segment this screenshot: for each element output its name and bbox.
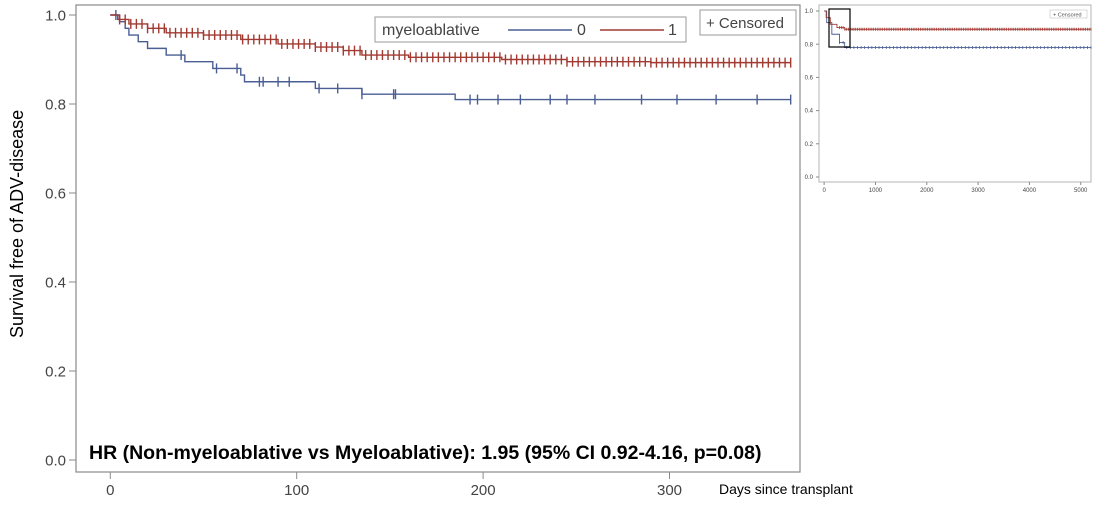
x-tick-label: 2000 xyxy=(920,188,934,194)
legend-title: myeloablative xyxy=(382,22,480,39)
y-tick-label: 1.0 xyxy=(805,9,814,15)
series-line-0 xyxy=(824,10,1091,48)
main-series-layer xyxy=(110,10,792,105)
hr-annotation: HR (Non-myeloablative vs Myeloablative):… xyxy=(89,442,761,464)
x-axis-label: Days since transplant xyxy=(719,481,853,497)
x-tick-label: 0 xyxy=(822,188,826,194)
y-tick-label: 0.2 xyxy=(45,363,66,380)
y-tick-label: 0.2 xyxy=(805,142,814,148)
inset-x-axis: 0 1000 2000 3000 4000 5000 xyxy=(822,182,1088,194)
x-tick-label: 200 xyxy=(471,482,496,499)
y-axis-label: Survival free of ADV-disease xyxy=(7,110,27,338)
y-tick-label: 0.8 xyxy=(45,96,66,113)
y-tick-label: 0.0 xyxy=(45,452,66,469)
inset-series-layer xyxy=(824,10,1092,50)
x-tick-label: 5000 xyxy=(1074,188,1088,194)
inset-plot: 0.0 0.2 0.4 0.6 0.8 1.0 0 1000 2000 3000 4000 5000… xyxy=(805,4,1092,194)
y-tick-label: 0.6 xyxy=(805,76,814,82)
y-tick-label: 0.4 xyxy=(805,109,814,115)
series-line-1 xyxy=(110,14,791,64)
inset-censored-legend-box xyxy=(1049,9,1088,19)
censored-legend-label: + Censored xyxy=(706,15,784,32)
inset-censored-legend-label: + Censored xyxy=(1053,13,1082,19)
y-tick-label: 0.8 xyxy=(805,42,814,48)
legend: myeloablative 0 1 + Censored xyxy=(374,9,797,43)
y-tick-label: 1.0 xyxy=(45,7,66,24)
main-x-axis: 0 100 200 300 xyxy=(106,472,682,499)
x-tick-label: 1000 xyxy=(869,188,883,194)
censored-legend-box xyxy=(699,9,797,36)
main-y-axis: 0.0 0.2 0.4 0.6 0.8 1.0 xyxy=(45,7,76,469)
series-line-0 xyxy=(110,14,791,101)
main-plot-frame xyxy=(75,4,801,473)
y-tick-label: 0.4 xyxy=(45,274,66,291)
x-tick-label: 0 xyxy=(106,482,114,499)
legend-label-1: 1 xyxy=(668,22,677,39)
legend-label-0: 0 xyxy=(577,22,586,39)
x-tick-label: 300 xyxy=(657,482,682,499)
inset-zoom-box xyxy=(828,8,851,48)
x-tick-label: 4000 xyxy=(1023,188,1037,194)
x-tick-label: 3000 xyxy=(971,188,985,194)
y-tick-label: 0.6 xyxy=(45,185,66,202)
x-tick-label: 100 xyxy=(284,482,309,499)
y-tick-label: 0.0 xyxy=(805,175,814,181)
inset-plot-frame xyxy=(818,4,1092,183)
main-plot: 0.0 0.2 0.4 0.6 0.8 1.0 0 100 200 300 myeloablat… xyxy=(45,4,801,499)
inset-y-axis: 0.0 0.2 0.4 0.6 0.8 1.0 xyxy=(805,9,819,181)
